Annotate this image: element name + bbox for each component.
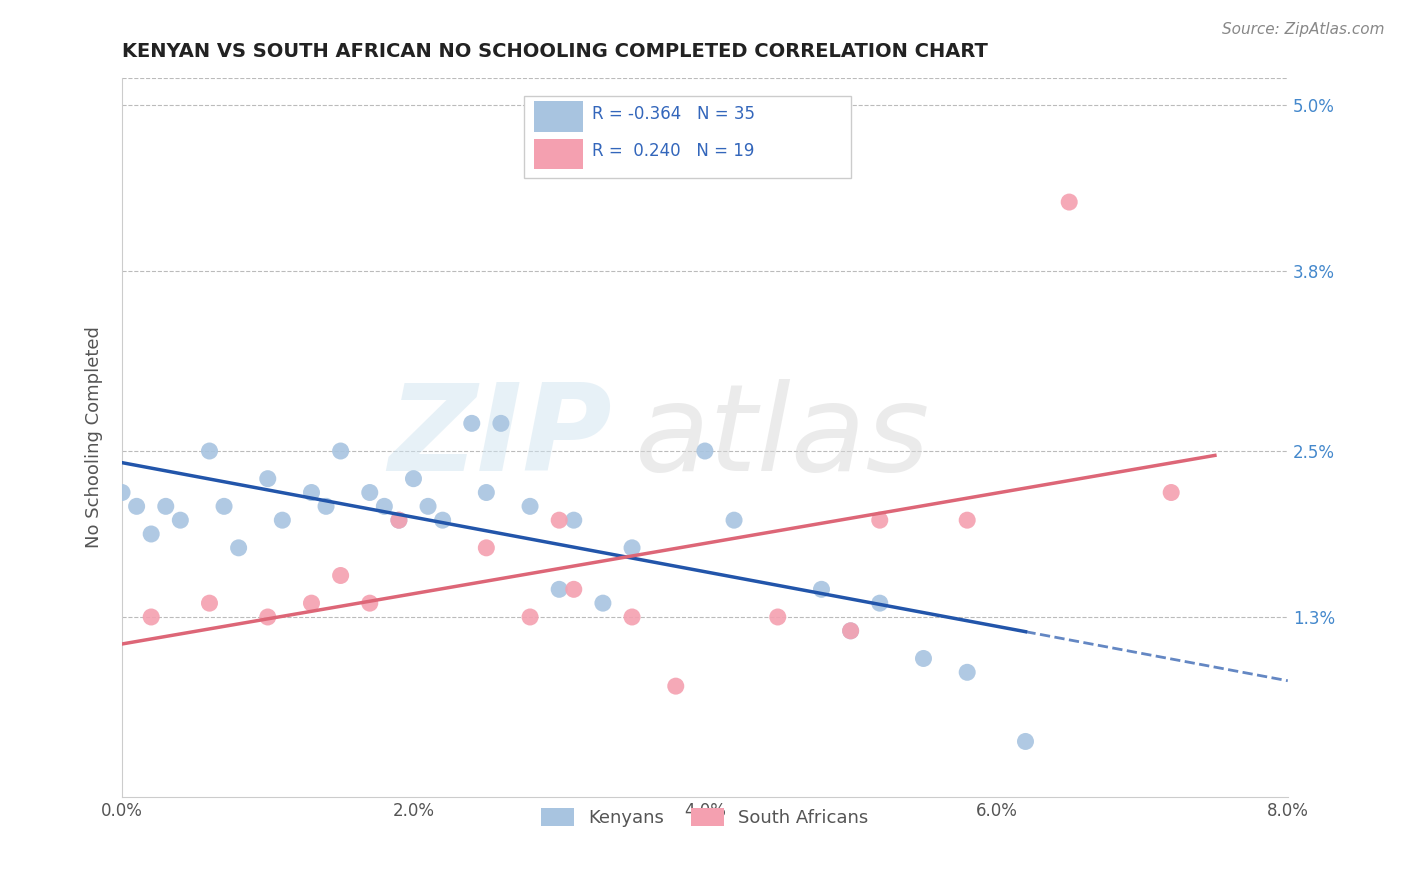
Point: [212, 500, 235, 514]
Point: [519, 610, 541, 624]
FancyBboxPatch shape: [533, 102, 582, 131]
Point: [621, 541, 644, 555]
Text: R = -0.364   N = 35: R = -0.364 N = 35: [592, 104, 755, 122]
Point: [388, 513, 411, 527]
Point: [548, 513, 571, 527]
Text: R =  0.240   N = 19: R = 0.240 N = 19: [592, 142, 754, 160]
Point: [839, 624, 862, 638]
Point: [869, 513, 891, 527]
Point: [810, 582, 832, 597]
Point: [198, 596, 221, 610]
Point: [359, 485, 381, 500]
Point: [693, 444, 716, 458]
Y-axis label: No Schooling Completed: No Schooling Completed: [86, 326, 103, 548]
Point: [1160, 485, 1182, 500]
Point: [562, 513, 585, 527]
FancyBboxPatch shape: [524, 95, 851, 178]
Text: KENYAN VS SOUTH AFRICAN NO SCHOOLING COMPLETED CORRELATION CHART: KENYAN VS SOUTH AFRICAN NO SCHOOLING COM…: [122, 42, 988, 61]
Point: [956, 513, 979, 527]
Point: [198, 444, 221, 458]
Point: [548, 582, 571, 597]
Point: [956, 665, 979, 680]
Point: [489, 417, 512, 431]
Text: Source: ZipAtlas.com: Source: ZipAtlas.com: [1222, 22, 1385, 37]
Point: [519, 500, 541, 514]
Point: [1014, 734, 1036, 748]
Point: [111, 485, 134, 500]
Point: [141, 527, 163, 541]
FancyBboxPatch shape: [533, 139, 582, 169]
Point: [329, 444, 352, 458]
Point: [475, 485, 498, 500]
Point: [562, 582, 585, 597]
Point: [315, 500, 337, 514]
Point: [301, 485, 323, 500]
Point: [432, 513, 454, 527]
Point: [869, 596, 891, 610]
Point: [228, 541, 250, 555]
Point: [1057, 195, 1080, 210]
Point: [475, 541, 498, 555]
Point: [839, 624, 862, 638]
Point: [665, 679, 688, 693]
Point: [125, 500, 148, 514]
Point: [402, 472, 425, 486]
Point: [766, 610, 789, 624]
Point: [373, 500, 395, 514]
Point: [592, 596, 614, 610]
Point: [256, 610, 278, 624]
Point: [388, 513, 411, 527]
Point: [416, 500, 439, 514]
Point: [155, 500, 177, 514]
Point: [169, 513, 191, 527]
Legend: Kenyans, South Africans: Kenyans, South Africans: [534, 801, 876, 835]
Point: [461, 417, 484, 431]
Point: [301, 596, 323, 610]
Text: atlas: atlas: [636, 379, 931, 496]
Point: [723, 513, 745, 527]
Point: [256, 472, 278, 486]
Point: [141, 610, 163, 624]
Point: [329, 568, 352, 582]
Point: [271, 513, 294, 527]
Point: [912, 651, 935, 665]
Text: ZIP: ZIP: [388, 379, 612, 496]
Point: [621, 610, 644, 624]
Point: [359, 596, 381, 610]
